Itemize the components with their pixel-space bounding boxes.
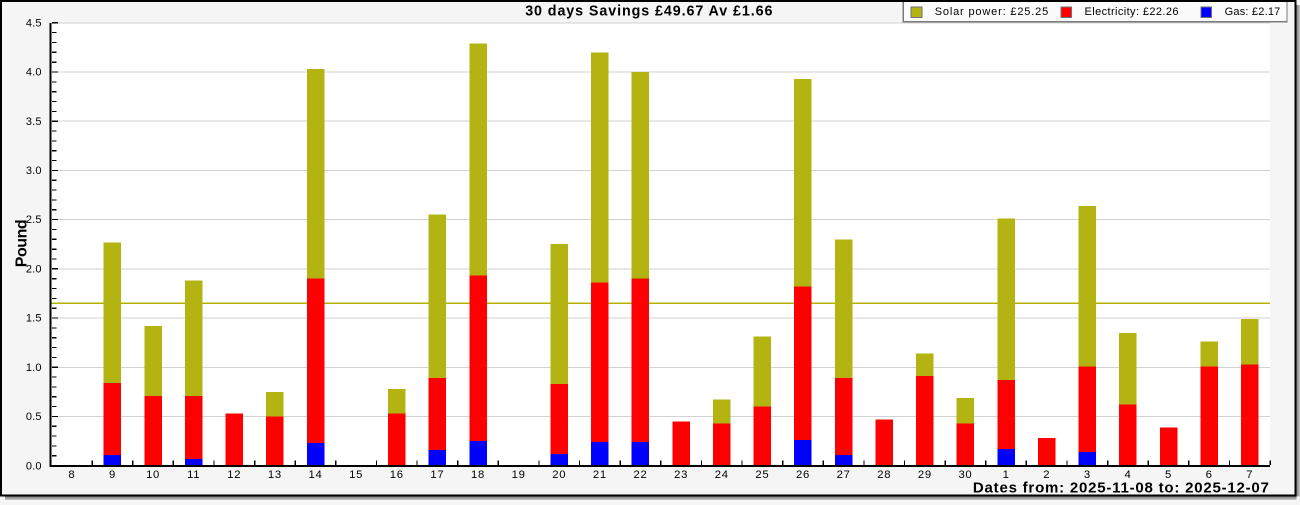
svg-text:16: 16 xyxy=(390,469,404,481)
svg-text:15: 15 xyxy=(349,469,363,481)
svg-text:9: 9 xyxy=(109,469,116,481)
svg-text:21: 21 xyxy=(593,469,607,481)
svg-text:30 days Savings £49.67 Av £1.6: 30 days Savings £49.67 Av £1.66 xyxy=(525,4,772,20)
svg-text:13: 13 xyxy=(268,469,282,481)
svg-text:Pound: Pound xyxy=(13,220,30,268)
svg-text:Solar power: £25.25: Solar power: £25.25 xyxy=(935,6,1048,18)
svg-text:8: 8 xyxy=(68,469,75,481)
svg-text:19: 19 xyxy=(512,469,526,481)
svg-text:22: 22 xyxy=(634,469,648,481)
svg-text:0.5: 0.5 xyxy=(26,411,42,423)
svg-text:10: 10 xyxy=(146,469,160,481)
svg-text:Gas: £2.17: Gas: £2.17 xyxy=(1225,6,1281,18)
svg-text:20: 20 xyxy=(552,469,566,481)
svg-text:30: 30 xyxy=(958,469,972,481)
svg-text:4.5: 4.5 xyxy=(26,17,42,29)
svg-text:Dates from: 2025-11-08 to: 202: Dates from: 2025-11-08 to: 2025-12-07 xyxy=(973,479,1269,496)
svg-text:28: 28 xyxy=(877,469,891,481)
svg-text:11: 11 xyxy=(187,469,200,481)
svg-text:1.5: 1.5 xyxy=(26,313,42,325)
svg-text:23: 23 xyxy=(674,469,688,481)
svg-text:14: 14 xyxy=(309,469,323,481)
svg-text:1.0: 1.0 xyxy=(26,362,42,374)
svg-text:27: 27 xyxy=(837,469,851,481)
svg-text:3.0: 3.0 xyxy=(26,165,42,177)
svg-text:12: 12 xyxy=(227,469,241,481)
svg-text:24: 24 xyxy=(715,469,729,481)
svg-text:Electricity: £22.26: Electricity: £22.26 xyxy=(1085,6,1179,18)
svg-text:0.0: 0.0 xyxy=(26,460,42,472)
svg-text:18: 18 xyxy=(471,469,485,481)
svg-text:3.5: 3.5 xyxy=(26,116,42,128)
svg-text:26: 26 xyxy=(796,469,810,481)
svg-text:29: 29 xyxy=(918,469,932,481)
svg-text:4.0: 4.0 xyxy=(26,67,42,79)
svg-text:25: 25 xyxy=(755,469,769,481)
svg-text:17: 17 xyxy=(430,469,444,481)
